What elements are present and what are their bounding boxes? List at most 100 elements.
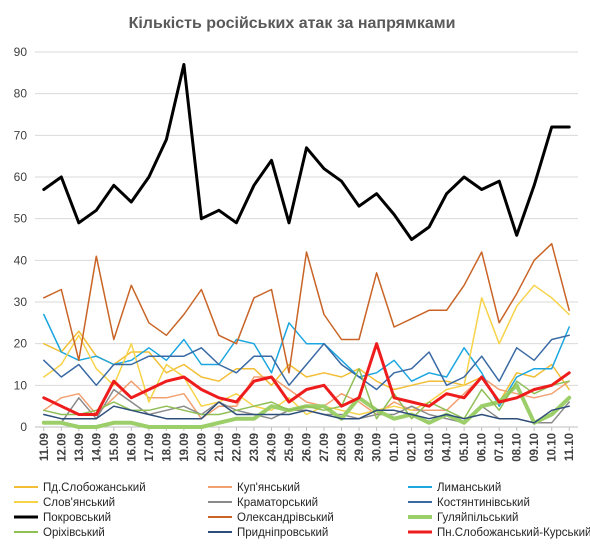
data-point — [218, 364, 219, 365]
data-point — [429, 381, 430, 382]
data-point — [324, 385, 325, 386]
data-point — [183, 64, 184, 65]
data-point — [359, 368, 360, 369]
data-point — [288, 322, 289, 323]
data-point — [376, 410, 377, 411]
data-point — [464, 397, 465, 398]
data-point — [411, 418, 412, 419]
data-point — [131, 202, 132, 203]
data-point — [253, 381, 254, 382]
x-tick-label: 11.10 — [564, 433, 576, 461]
series-lines — [41, 63, 572, 429]
data-point — [306, 252, 307, 253]
data-point — [236, 393, 237, 394]
data-point — [534, 377, 535, 378]
data-point — [236, 368, 237, 369]
data-point — [96, 256, 97, 257]
data-point — [516, 293, 517, 294]
data-point — [481, 406, 482, 407]
data-point — [394, 410, 395, 411]
x-tick-label: 28.09 — [337, 433, 349, 462]
y-tick-label: 40 — [14, 253, 28, 267]
x-tick-label: 11.09 — [39, 433, 51, 461]
x-tick-label: 15.09 — [109, 433, 121, 462]
x-tick-label: 08.10 — [512, 433, 524, 462]
data-point — [253, 414, 254, 415]
data-point — [394, 402, 395, 403]
data-point — [166, 360, 167, 361]
data-point — [218, 422, 219, 423]
data-point — [61, 177, 62, 178]
y-tick-label: 90 — [14, 45, 28, 59]
data-point — [341, 418, 342, 419]
data-point — [113, 339, 114, 340]
data-point — [376, 389, 377, 390]
data-point — [96, 414, 97, 415]
legend-label: Олександрівський — [237, 512, 334, 524]
legend-label: Слов'янський — [43, 497, 115, 509]
data-point — [113, 422, 114, 423]
data-point — [236, 410, 237, 411]
data-point — [464, 393, 465, 394]
data-point — [43, 397, 44, 398]
data-point — [271, 356, 272, 357]
data-point — [464, 347, 465, 348]
data-point — [534, 368, 535, 369]
data-point — [271, 385, 272, 386]
data-point — [166, 427, 167, 428]
data-point — [411, 414, 412, 415]
data-point — [446, 193, 447, 194]
y-tick-label: 0 — [20, 420, 27, 434]
data-point — [166, 397, 167, 398]
data-point — [61, 364, 62, 365]
data-point — [341, 410, 342, 411]
legend: Пд.Слобожанський Куп'янський Лиманський Сло… — [14, 482, 590, 539]
data-point — [306, 414, 307, 415]
data-point — [446, 418, 447, 419]
data-point — [183, 418, 184, 419]
data-point — [516, 306, 517, 307]
data-point — [516, 381, 517, 382]
data-point — [148, 410, 149, 411]
data-point — [306, 147, 307, 148]
data-point — [551, 368, 552, 369]
data-point — [376, 372, 377, 373]
data-point — [481, 189, 482, 190]
data-point — [253, 377, 254, 378]
data-point — [131, 285, 132, 286]
data-point — [394, 418, 395, 419]
data-point — [148, 427, 149, 428]
x-tick-label: 29.09 — [354, 433, 366, 462]
data-point — [551, 393, 552, 394]
x-tick-label: 30.09 — [372, 433, 384, 462]
x-tick-label: 07.10 — [494, 433, 506, 462]
data-point — [288, 397, 289, 398]
data-point — [569, 327, 570, 328]
data-point — [411, 402, 412, 403]
y-tick-label: 30 — [14, 295, 28, 309]
data-point — [253, 368, 254, 369]
data-point — [481, 252, 482, 253]
data-point — [43, 414, 44, 415]
series-line — [43, 313, 570, 407]
data-point — [218, 406, 219, 407]
x-tick-label: 23.09 — [249, 433, 261, 462]
data-point — [78, 331, 79, 332]
data-point — [166, 364, 167, 365]
series-line — [43, 401, 570, 424]
data-point — [341, 364, 342, 365]
data-point — [376, 418, 377, 419]
data-point — [78, 418, 79, 419]
data-point — [341, 339, 342, 340]
data-point — [359, 206, 360, 207]
data-point — [166, 139, 167, 140]
data-point — [481, 356, 482, 357]
data-point — [551, 243, 552, 244]
x-tick-label: 18.09 — [161, 433, 173, 462]
x-tick-label: 06.10 — [477, 433, 489, 462]
data-point — [481, 372, 482, 373]
legend-label: Покровський — [43, 512, 111, 524]
data-point — [218, 210, 219, 211]
data-point — [131, 402, 132, 403]
